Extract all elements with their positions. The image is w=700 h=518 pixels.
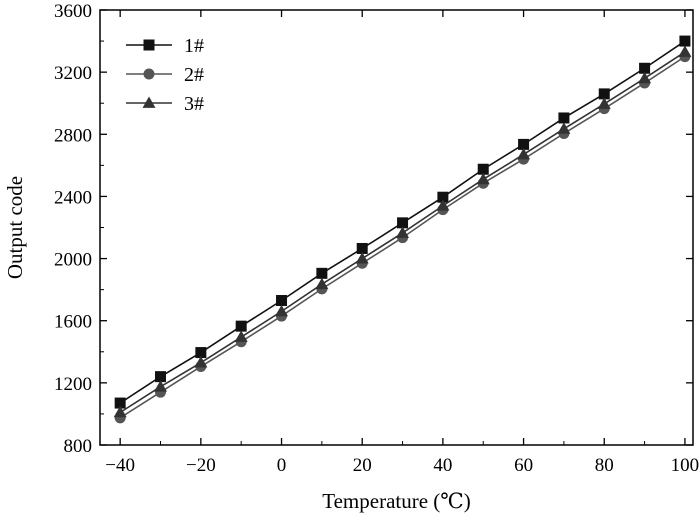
legend-marker bbox=[143, 39, 155, 51]
y-tick-label: 2000 bbox=[54, 250, 92, 271]
series-layer bbox=[113, 35, 692, 424]
data-point bbox=[678, 45, 692, 57]
y-tick-label: 2400 bbox=[54, 187, 92, 208]
y-axis-title: Output code bbox=[3, 176, 27, 279]
series-1 bbox=[114, 35, 691, 409]
data-point bbox=[598, 88, 610, 100]
data-point bbox=[154, 380, 168, 392]
data-point bbox=[518, 138, 530, 150]
data-point bbox=[114, 397, 126, 409]
data-point bbox=[436, 199, 450, 211]
legend-label: 2# bbox=[184, 64, 204, 86]
series-3 bbox=[113, 45, 692, 418]
data-point bbox=[195, 347, 207, 359]
y-tick-label: 800 bbox=[64, 436, 93, 457]
x-tick-label: 80 bbox=[595, 455, 614, 476]
legend-marker bbox=[143, 68, 155, 80]
data-point bbox=[316, 267, 328, 279]
y-tick-label: 2800 bbox=[54, 125, 92, 146]
legend-label: 1# bbox=[184, 35, 204, 57]
data-point bbox=[437, 191, 449, 203]
x-tick-label: 60 bbox=[514, 455, 533, 476]
y-axis: 800 1200 1600 2000 2400 2800 3200 3600 bbox=[54, 1, 693, 457]
data-point bbox=[397, 217, 409, 229]
data-point bbox=[113, 405, 127, 418]
data-point bbox=[155, 371, 167, 383]
data-point bbox=[557, 122, 571, 134]
data-point bbox=[679, 35, 691, 47]
legend-item: 3# bbox=[126, 93, 204, 115]
data-point bbox=[194, 356, 208, 368]
y-tick-label: 1600 bbox=[54, 312, 92, 333]
data-point bbox=[356, 242, 368, 254]
data-point bbox=[275, 304, 289, 317]
y-tick-label: 3600 bbox=[54, 1, 92, 22]
data-point bbox=[235, 320, 247, 332]
data-point bbox=[558, 112, 570, 124]
x-tick-label: 20 bbox=[353, 455, 372, 476]
x-tick-label: 40 bbox=[433, 455, 452, 476]
data-point bbox=[476, 172, 490, 185]
legend-label: 3# bbox=[184, 93, 204, 115]
x-tick-label: −40 bbox=[105, 455, 135, 476]
data-point bbox=[355, 252, 369, 264]
legend: 1# 2# 3# bbox=[126, 35, 204, 115]
data-point bbox=[477, 163, 489, 175]
data-point bbox=[315, 277, 329, 290]
data-point bbox=[276, 295, 288, 307]
y-tick-label: 1200 bbox=[54, 374, 92, 395]
data-point bbox=[234, 330, 248, 342]
y-tick-label: 3200 bbox=[54, 63, 92, 84]
x-axis-title: Temperature (℃) bbox=[322, 489, 471, 513]
legend-item: 1# bbox=[126, 35, 204, 57]
x-tick-label: 0 bbox=[277, 455, 287, 476]
data-point bbox=[639, 62, 651, 74]
x-tick-label: −20 bbox=[186, 455, 216, 476]
data-point bbox=[597, 97, 611, 109]
x-axis: −40 −20 0 20 40 60 80 100 bbox=[105, 10, 699, 476]
data-point bbox=[396, 226, 410, 238]
x-tick-label: 100 bbox=[671, 455, 700, 476]
data-point bbox=[638, 71, 652, 84]
data-point bbox=[517, 147, 531, 160]
legend-marker bbox=[142, 96, 156, 108]
legend-item: 2# bbox=[126, 64, 204, 86]
